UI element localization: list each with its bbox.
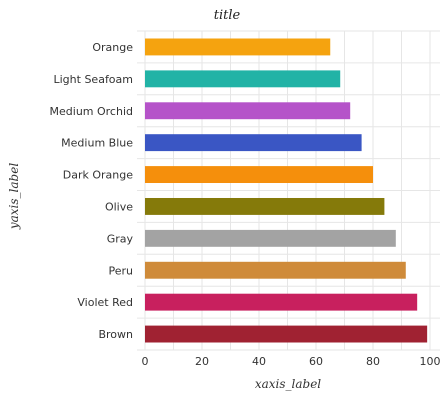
y-tick-labels: Orange Light Seafoam Medium Orchid Medium B… [50, 41, 134, 341]
x-tick-labels: 0 20 40 60 80 100 [142, 355, 441, 368]
bar-violet-red [145, 293, 418, 311]
bar-light-seafoam [145, 70, 341, 88]
bar-brown [145, 325, 428, 343]
bar-orange [145, 38, 331, 56]
y-tick-label: Gray [107, 232, 134, 245]
y-tick-label: Medium Blue [61, 137, 133, 150]
bar-medium-orchid [145, 102, 351, 120]
x-tick-label: 0 [142, 355, 149, 368]
y-tick-label: Violet Red [77, 296, 133, 309]
bar-medium-blue [145, 134, 362, 152]
bar-dark-orange [145, 166, 373, 184]
bar-peru [145, 261, 406, 279]
x-tick-label: 40 [252, 355, 266, 368]
y-tick-label: Dark Orange [63, 169, 133, 182]
x-tick-label: 100 [420, 355, 441, 368]
y-axis-title: yaxis_label [7, 163, 21, 230]
x-tick-label: 80 [366, 355, 380, 368]
x-axis-title: xaxis_label [255, 377, 321, 391]
bar-gray [145, 229, 396, 247]
y-tick-label: Brown [98, 328, 133, 341]
bar-olive [145, 197, 385, 215]
y-tick-label: Orange [92, 41, 133, 54]
y-tick-label: Peru [108, 264, 133, 277]
bars-layer [145, 38, 428, 343]
y-tick-label: Medium Orchid [50, 105, 133, 118]
y-tick-label: Light Seafoam [54, 73, 134, 86]
chart-title: title [214, 8, 241, 23]
y-tick-label: Olive [105, 200, 133, 213]
x-tick-label: 60 [309, 355, 323, 368]
x-tick-label: 20 [195, 355, 209, 368]
